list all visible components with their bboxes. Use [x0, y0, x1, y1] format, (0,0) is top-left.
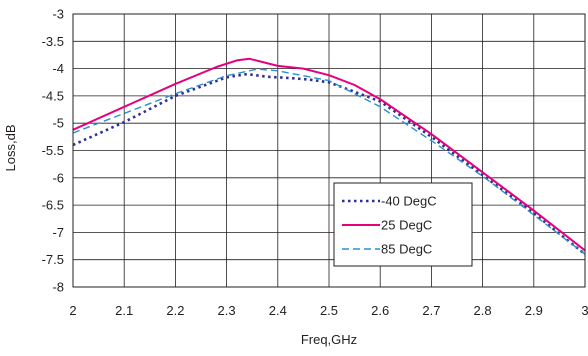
- legend-label-1: -40 DegC: [381, 194, 437, 209]
- y-tick-label: -3.5: [42, 34, 64, 49]
- y-tick-label: -7: [52, 225, 64, 240]
- series-line-1: [72, 72, 586, 256]
- x-tick-labels: 2 2.1 2.2 2.3 2.4 2.5 2.6 2.7 2.8 2.9 3: [69, 303, 588, 318]
- x-tick-label: 2.4: [269, 303, 287, 318]
- x-tick-label: 2.1: [115, 303, 133, 318]
- x-tick-label: 2: [69, 303, 76, 318]
- series-lines: [72, 57, 586, 256]
- x-tick-label: 2.3: [218, 303, 236, 318]
- x-tick-label: 2.9: [525, 303, 543, 318]
- y-tick-label: -5.5: [42, 143, 64, 158]
- chart-grid: [72, 13, 586, 288]
- x-tick-label: 2.7: [422, 303, 440, 318]
- series-line-2: [72, 57, 586, 252]
- x-tick-label: 3: [581, 303, 588, 318]
- x-tick-label: 2.8: [474, 303, 492, 318]
- y-tick-label: -7.5: [42, 252, 64, 267]
- y-tick-label: -8: [52, 280, 64, 295]
- y-tick-label: -5: [52, 116, 64, 131]
- x-tick-label: 2.2: [166, 303, 184, 318]
- plot-border: [72, 13, 586, 288]
- y-tick-labels: -3 -3.5 -4 -4.5 -5 -5.5 -6 -6.5 -7 -7.5 -8: [42, 7, 64, 295]
- series-line-3: [72, 68, 586, 255]
- y-tick-label: -6: [52, 170, 64, 185]
- legend-label-3: 85 DegC: [381, 242, 432, 257]
- y-tick-label: -4: [52, 61, 64, 76]
- x-tick-label: 2.6: [371, 303, 389, 318]
- legend-label-2: 25 DegC: [381, 218, 432, 233]
- y-axis-title: Loss,dB: [3, 125, 18, 172]
- y-tick-label: -6.5: [42, 198, 64, 213]
- y-tick-label: -4.5: [42, 88, 64, 103]
- x-axis-title: Freq,GHz: [301, 332, 357, 347]
- x-tick-label: 2.5: [320, 303, 338, 318]
- y-tick-label: -3: [52, 7, 64, 22]
- legend: -40 DegC 25 DegC 85 DegC: [333, 182, 473, 267]
